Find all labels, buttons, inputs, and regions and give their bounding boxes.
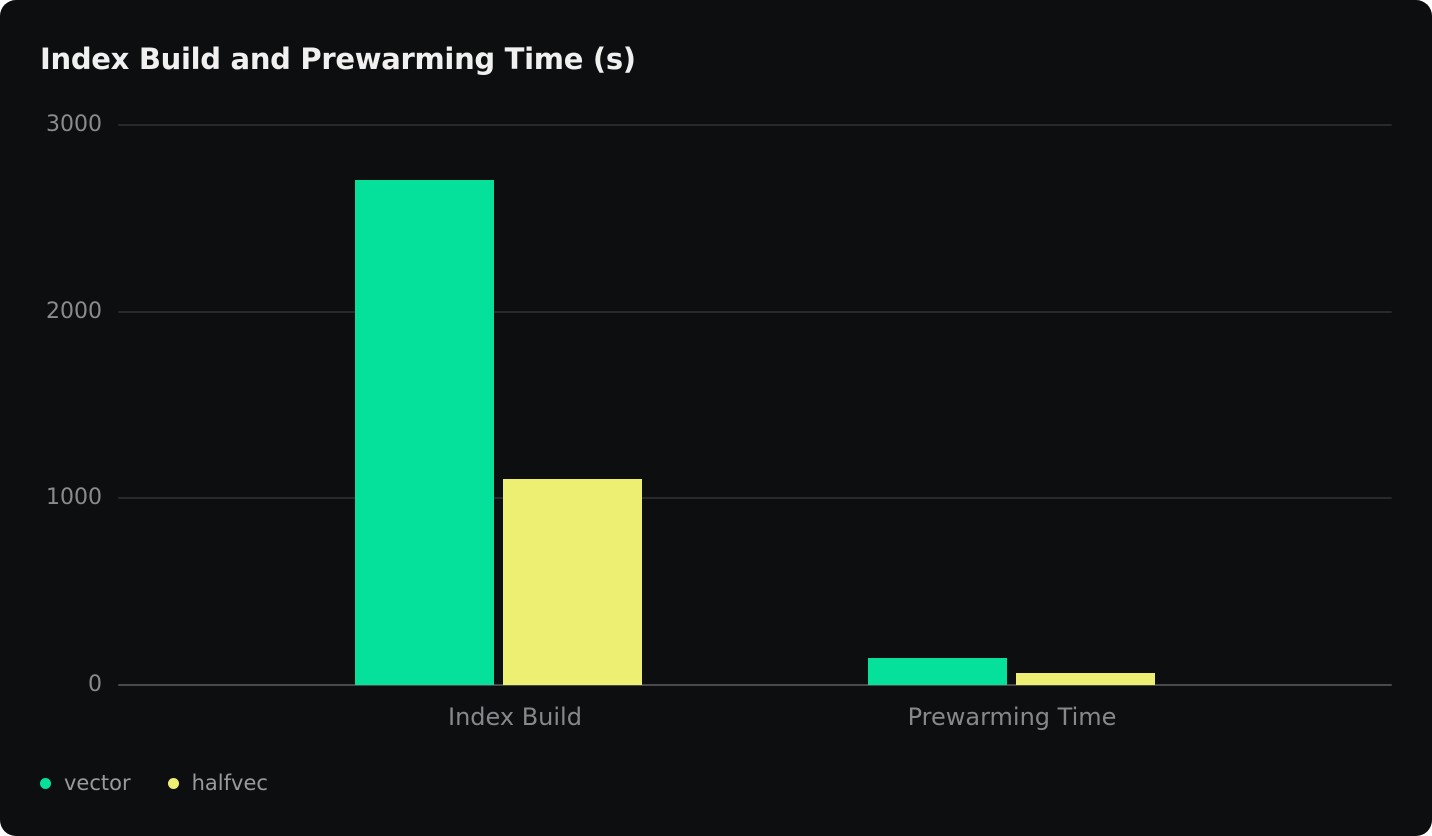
y-tick-label: 0 — [88, 672, 102, 697]
legend-dot-halfvec-icon — [167, 777, 179, 789]
legend-label: halfvec — [191, 771, 268, 795]
bar-halfvec-index-build[interactable] — [503, 478, 642, 685]
legend-item-halfvec[interactable]: halfvec — [167, 771, 268, 795]
legend-item-vector[interactable]: vector — [40, 771, 131, 795]
y-tick-label: 1000 — [46, 485, 102, 511]
bar-vector-index-build[interactable] — [355, 180, 494, 685]
chart-title: Index Build and Prewarming Time (s) — [40, 42, 636, 76]
y-gridline — [118, 310, 1392, 313]
y-tick-label: 3000 — [46, 112, 102, 137]
x-axis-line — [118, 684, 1392, 686]
legend-label: vector — [64, 771, 131, 795]
bar-halfvec-prewarming-time[interactable] — [1016, 672, 1155, 685]
bar-vector-prewarming-time[interactable] — [868, 657, 1007, 685]
x-category-label: Prewarming Time — [907, 703, 1117, 731]
x-category-label: Index Build — [448, 703, 582, 731]
y-gridline — [118, 497, 1392, 500]
y-gridline — [118, 124, 1392, 126]
y-tick-label: 2000 — [46, 298, 102, 324]
legend-dot-vector-icon — [40, 777, 51, 789]
legend: vector halfvec — [40, 768, 268, 798]
